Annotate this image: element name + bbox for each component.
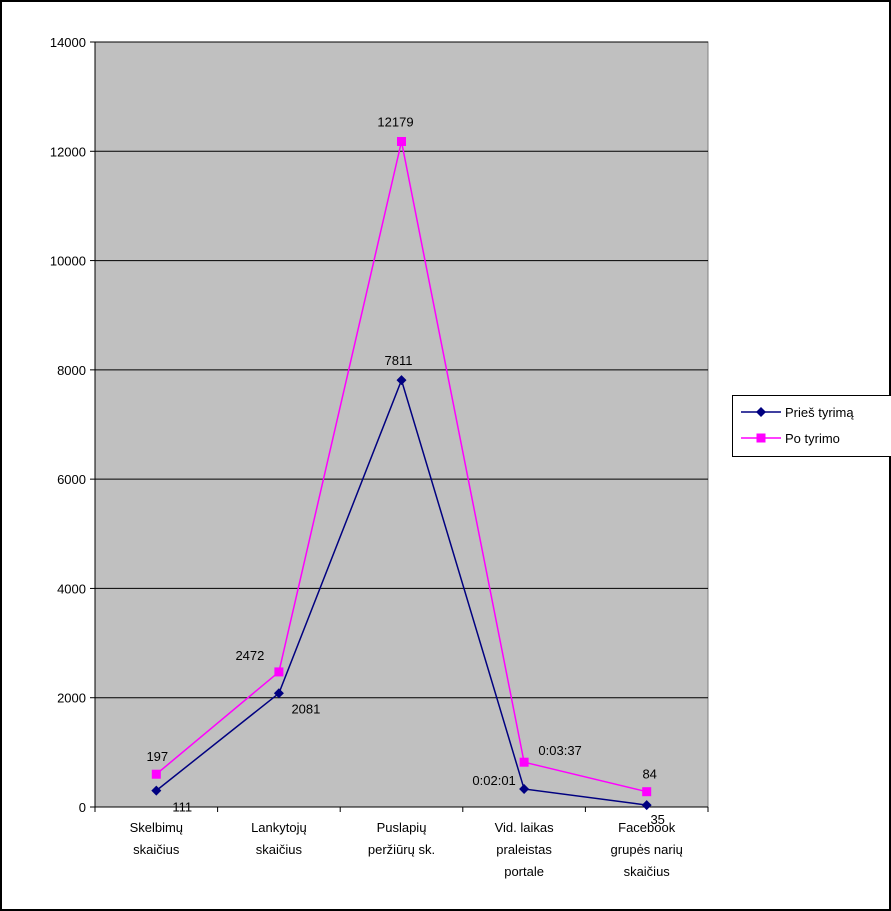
x-tick-label: Lankytojų	[251, 820, 307, 835]
x-tick-label: grupės narių	[611, 842, 683, 857]
y-tick-label: 12000	[50, 144, 86, 159]
y-tick-label: 14000	[50, 35, 86, 50]
x-tick-label: Puslapių	[377, 820, 427, 835]
axes	[94, 42, 708, 808]
square-marker-icon	[756, 433, 766, 443]
data-point-square	[397, 137, 406, 147]
x-axis-ticks: Skelbimų skaičius Lankytojų skaičius Puslapi…	[94, 807, 709, 879]
legend-item-series-1: Prieš tyrimą	[741, 403, 854, 421]
data-point-square	[519, 757, 529, 767]
data-label: 12179	[377, 115, 413, 130]
data-point-square	[274, 667, 284, 677]
y-tick-label: 4000	[57, 581, 86, 596]
y-axis-ticks: 0 2000 4000 6000 8000 10000 12000 14000	[50, 35, 95, 815]
data-label: 2472	[235, 648, 264, 663]
data-point-square	[642, 787, 652, 797]
y-tick-label: 2000	[57, 691, 86, 706]
data-point-diamond	[151, 785, 162, 796]
x-tick-label: praleistas	[496, 842, 552, 857]
data-point-diamond	[519, 783, 530, 794]
series-lines	[151, 137, 652, 811]
data-labels: 111 2081 7811 0:02:01 35 197 2472 12179 0:03:37 8…	[146, 115, 664, 828]
plot-background	[94, 41, 709, 808]
x-tick-label: skaičius	[256, 842, 303, 857]
plot-area	[94, 41, 709, 808]
x-tick-label: skaičius	[133, 842, 180, 857]
y-tick-label: 6000	[57, 472, 86, 487]
data-point-diamond	[396, 375, 407, 386]
gridlines	[95, 41, 708, 699]
diamond-marker-icon	[756, 407, 766, 417]
data-label: 7811	[385, 353, 413, 368]
x-tick-label: Vid. laikas	[495, 820, 555, 835]
legend: Prieš tyrimą Po tyrimo	[732, 395, 891, 457]
y-tick-label: 0	[79, 800, 86, 815]
data-point-diamond	[273, 688, 284, 699]
x-tick-label: Facebook	[618, 820, 676, 835]
x-tick-label: skaičius	[624, 864, 671, 879]
y-tick-label: 10000	[50, 254, 86, 269]
data-label: 111	[172, 800, 192, 815]
legend-label-series-2: Po tyrimo	[785, 430, 840, 446]
legend-label-series-1: Prieš tyrimą	[785, 404, 854, 420]
data-label: 2081	[291, 701, 320, 716]
legend-swatch-series-2	[741, 433, 781, 443]
y-tick-label: 8000	[57, 363, 86, 378]
data-point-square	[151, 769, 161, 779]
data-label: 197	[146, 749, 168, 764]
data-point-diamond	[641, 800, 652, 811]
legend-swatch-series-1	[741, 407, 781, 417]
data-label: 84	[642, 767, 656, 782]
x-tick-label: peržiūrų sk.	[368, 842, 435, 857]
data-label: 0:03:37	[538, 743, 581, 758]
x-tick-label: Skelbimų	[130, 820, 183, 835]
legend-item-series-2: Po tyrimo	[741, 429, 840, 447]
x-tick-label: portale	[504, 864, 544, 879]
data-label: 0:02:01	[472, 773, 515, 788]
data-label: 35	[650, 812, 664, 827]
